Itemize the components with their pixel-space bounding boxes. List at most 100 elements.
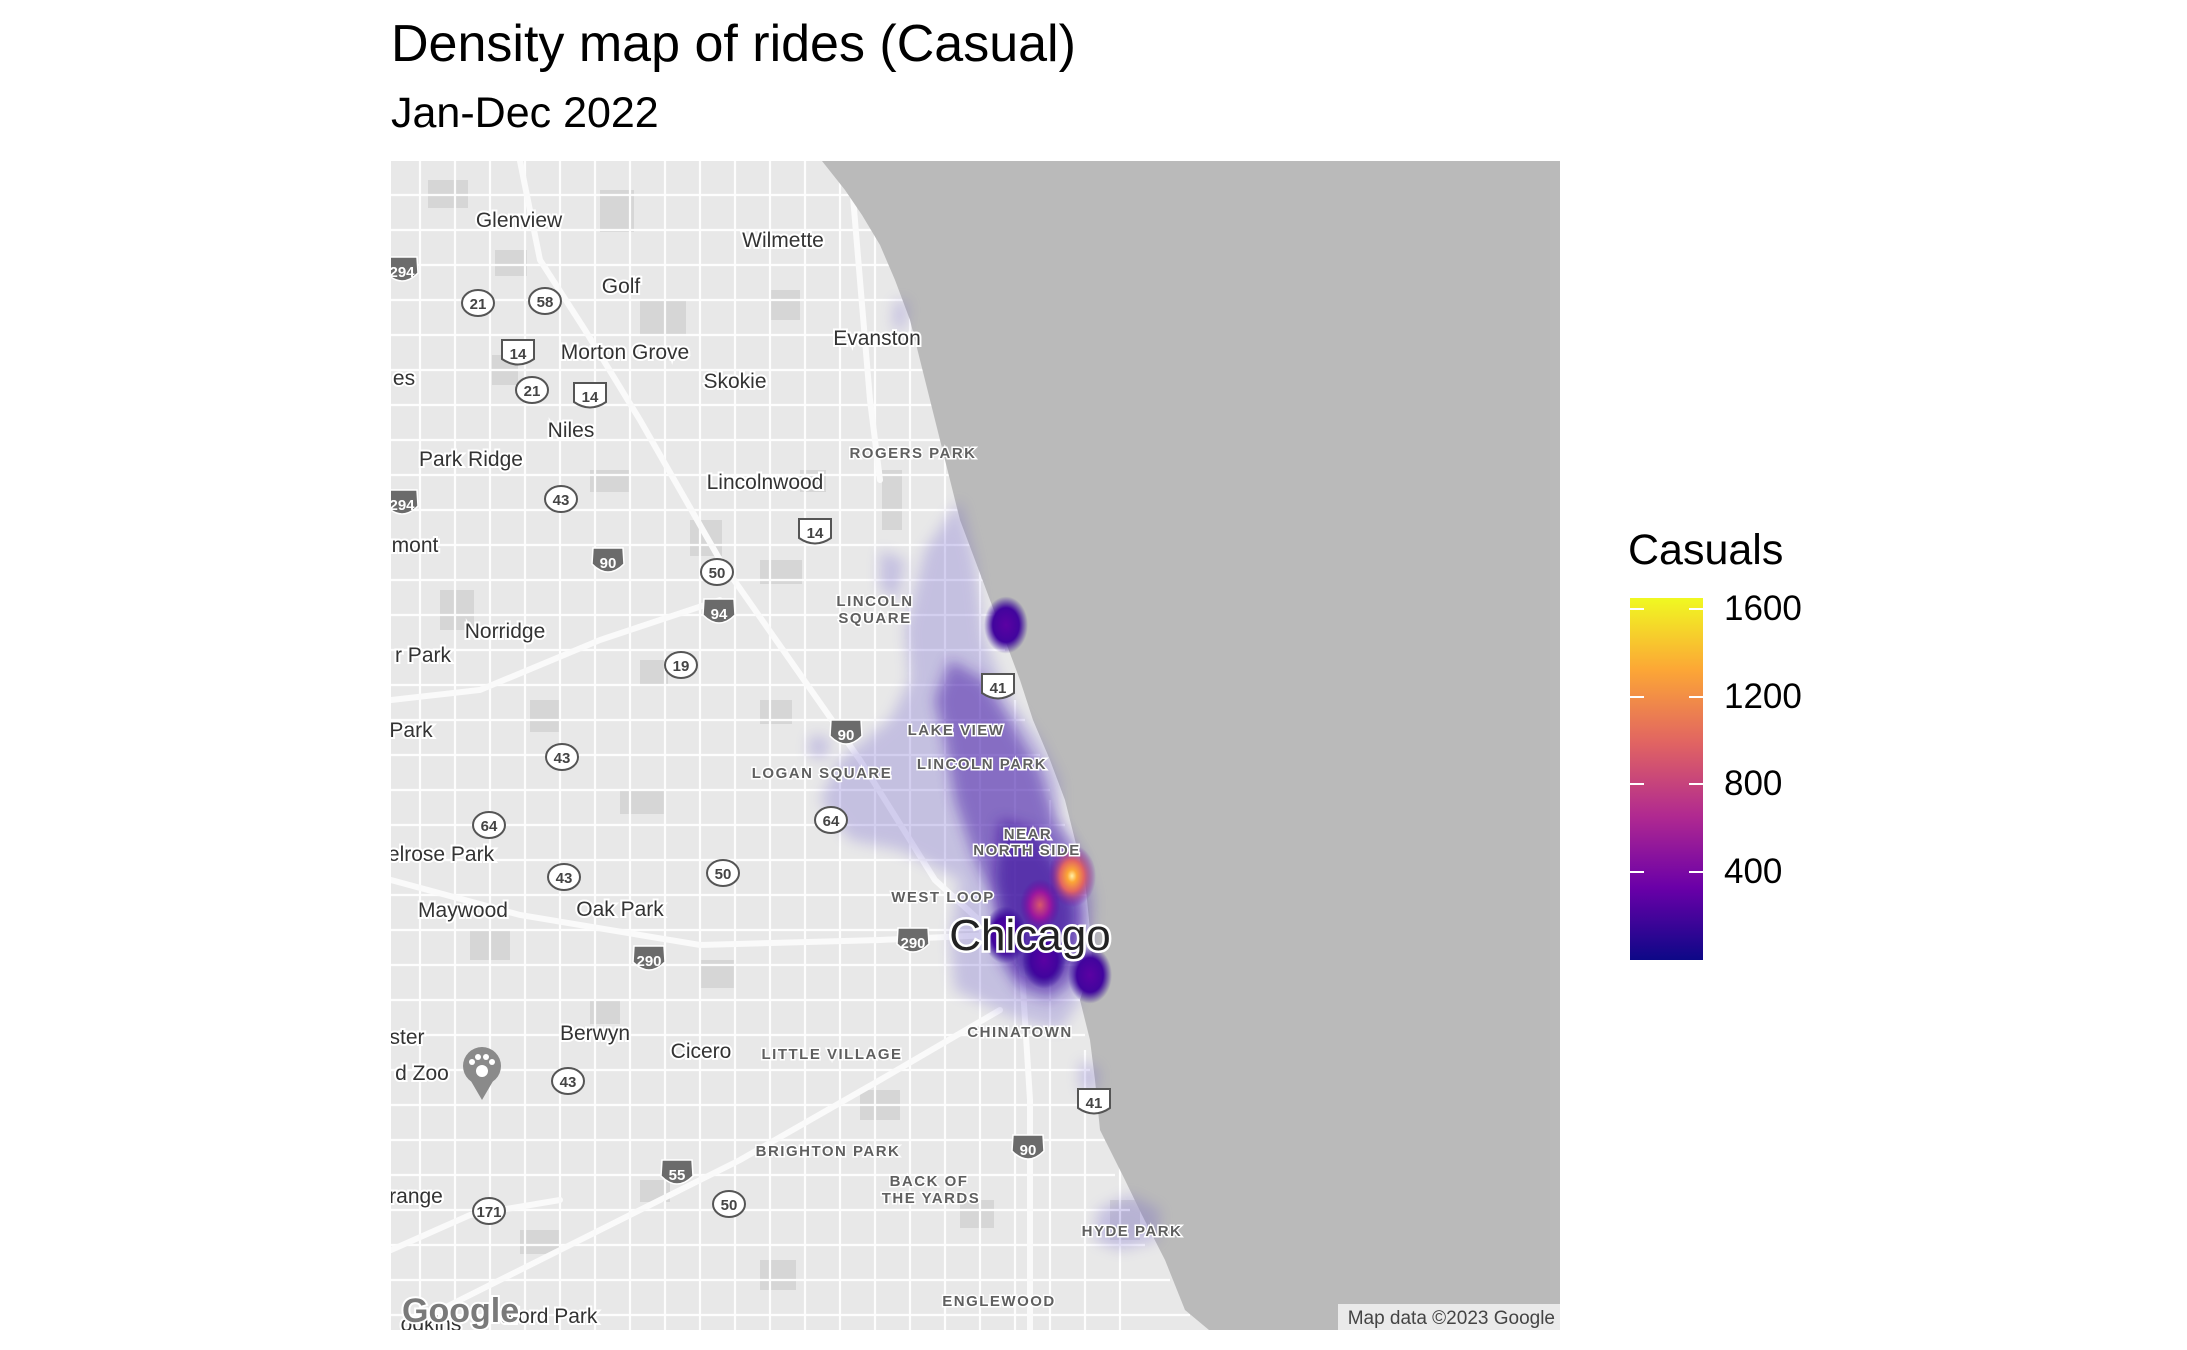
interstate-shield-290: 290 xyxy=(896,927,930,953)
legend-label: 800 xyxy=(1724,764,1783,804)
place-label-ster: ster xyxy=(391,1026,425,1049)
shield-number: 21 xyxy=(524,383,541,400)
place-labels: Glenview Wilmette Golf Evanston Morton Grove… xyxy=(391,207,1183,1330)
place-label-norridge: Norridge xyxy=(465,620,546,643)
state-shield-43: 43 xyxy=(544,485,578,513)
shield-number: 50 xyxy=(715,866,732,883)
legend-tick xyxy=(1630,607,1644,610)
highway-shields: 294 21 58 14 21 14 294 43 14 90 50 94 19 41 90 43 64 64 50… xyxy=(391,256,1111,1225)
density-hotspots xyxy=(983,596,1112,1004)
lake-michigan xyxy=(822,161,1560,1330)
interstate-shield-94: 94 xyxy=(702,598,736,624)
shield-number: 50 xyxy=(709,565,726,582)
place-label-glenview: Glenview xyxy=(476,209,563,232)
state-shield-43: 43 xyxy=(551,1067,585,1095)
neighborhood-label-back-of: BACK OF xyxy=(890,1173,969,1190)
neighborhood-label-west-loop: WEST LOOP xyxy=(891,889,995,906)
state-shield-50: 50 xyxy=(712,1190,746,1218)
shield-number: 90 xyxy=(838,727,855,744)
place-label-golf: Golf xyxy=(602,275,641,298)
state-shield-43: 43 xyxy=(545,743,579,771)
state-shield-19: 19 xyxy=(664,651,698,679)
state-shield-21: 21 xyxy=(515,376,549,404)
shield-number: 94 xyxy=(711,606,728,623)
shield-number: 294 xyxy=(391,497,415,514)
place-label-morton-grove: Morton Grove xyxy=(561,341,689,364)
legend-tick xyxy=(1689,695,1703,698)
us-shield-14: 14 xyxy=(798,518,832,545)
legend-tick xyxy=(1630,871,1644,874)
shield-number: 43 xyxy=(560,1074,577,1091)
neighborhood-label-square: SQUARE xyxy=(838,610,911,627)
density-map[interactable]: 294 21 58 14 21 14 294 43 14 90 50 94 19 41 90 43 64 64 50… xyxy=(391,161,1560,1330)
shield-number: 64 xyxy=(823,813,840,830)
neighborhood-label-near: NEAR xyxy=(1004,826,1053,843)
shield-number: 90 xyxy=(1020,1142,1037,1159)
map-attribution: Map data ©2023 Google xyxy=(1348,1308,1555,1329)
shield-number: 58 xyxy=(537,294,554,311)
place-label-oak-park: Oak Park xyxy=(576,898,664,921)
shield-number: 290 xyxy=(636,953,661,970)
shield-number: 19 xyxy=(673,658,690,675)
density-hotspot xyxy=(983,906,1027,964)
shield-number: 41 xyxy=(1086,1095,1103,1112)
interstate-shield-90: 90 xyxy=(1011,1134,1045,1160)
shield-number: 90 xyxy=(600,555,617,572)
shield-number: 14 xyxy=(807,525,824,542)
neighborhood-label-lake-view: LAKE VIEW xyxy=(908,722,1005,739)
place-label-cicero: Cicero xyxy=(671,1040,732,1063)
interstate-shield-294: 294 xyxy=(391,489,419,515)
place-label-odkins: odkins xyxy=(401,1313,462,1330)
shield-number: 43 xyxy=(553,492,570,509)
shield-number: 55 xyxy=(669,1167,686,1184)
us-shield-14: 14 xyxy=(573,382,607,409)
neighborhood-label-logan-square: LOGAN SQUARE xyxy=(752,765,893,782)
shield-number: 50 xyxy=(721,1197,738,1214)
interstate-shield-294: 294 xyxy=(391,256,419,282)
shield-number: 171 xyxy=(476,1204,501,1221)
city-label-chicago: Chicago xyxy=(949,911,1110,960)
neighborhood-label-brighton-park: BRIGHTON PARK xyxy=(756,1143,901,1160)
neighborhood-label-chinatown: CHINATOWN xyxy=(967,1024,1072,1041)
legend-label: 1200 xyxy=(1724,676,1802,716)
legend-colorbar xyxy=(1630,598,1703,960)
place-label-park: Park xyxy=(391,719,433,742)
state-shield-64: 64 xyxy=(472,811,506,839)
neighborhood-label-little-village: LITTLE VILLAGE xyxy=(762,1046,903,1063)
zoo-marker xyxy=(463,1047,501,1100)
density-overlay xyxy=(808,300,1160,1250)
neighborhood-label-hyde-park: HYDE PARK xyxy=(1082,1223,1183,1240)
neighborhood-label-lincoln: LINCOLN xyxy=(836,593,913,610)
place-label-berwyn: Berwyn xyxy=(560,1022,630,1045)
place-label-dford-park: dford Park xyxy=(501,1305,598,1328)
place-label-r-park: r Park xyxy=(395,644,452,667)
density-hotspot xyxy=(1022,931,1066,989)
legend-label: 400 xyxy=(1724,852,1783,892)
legend-title: Casuals xyxy=(1628,526,1784,574)
shield-number: 64 xyxy=(481,818,498,835)
shield-number: 14 xyxy=(510,346,527,363)
state-shield-58: 58 xyxy=(528,287,562,315)
neighborhood-label-rogers-park: ROGERS PARK xyxy=(849,445,976,462)
place-label-range: range xyxy=(391,1185,443,1208)
paw-icon xyxy=(469,1054,495,1077)
google-logo: Google xyxy=(402,1292,519,1330)
legend-label: 1600 xyxy=(1724,588,1802,628)
us-shield-14: 14 xyxy=(501,339,535,366)
legend-tick xyxy=(1689,783,1703,786)
interstate-shield-90: 90 xyxy=(591,547,625,573)
us-shield-41: 41 xyxy=(1077,1088,1111,1115)
place-label-lincolnwood: Lincolnwood xyxy=(707,471,824,494)
shield-number: 43 xyxy=(556,870,573,887)
shield-number: 294 xyxy=(391,264,415,281)
place-label-wilmette: Wilmette xyxy=(742,229,824,252)
neighborhood-label-north-side: NORTH SIDE xyxy=(973,842,1081,859)
legend-tick xyxy=(1689,871,1703,874)
state-shield-21: 21 xyxy=(461,289,495,317)
attribution-background xyxy=(1338,1304,1560,1330)
place-label-mont: mont xyxy=(392,534,439,557)
legend-tick xyxy=(1630,783,1644,786)
shield-number: 41 xyxy=(990,680,1007,697)
state-shield-50: 50 xyxy=(706,859,740,887)
legend-tick xyxy=(1689,607,1703,610)
